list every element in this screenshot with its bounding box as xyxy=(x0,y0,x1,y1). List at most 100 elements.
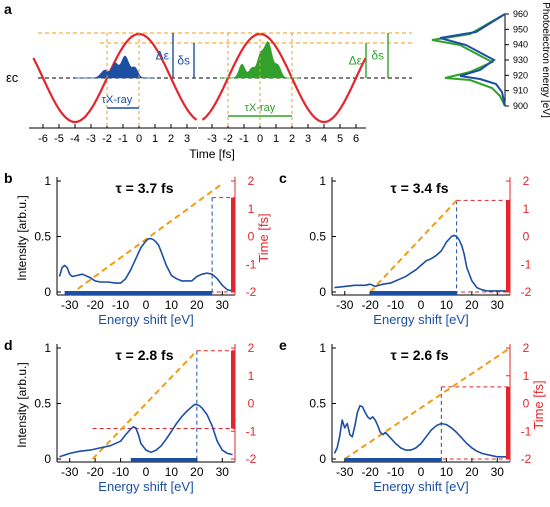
spectrum-line xyxy=(59,403,233,458)
time-right-tick-label: 2 xyxy=(289,133,295,145)
time-range-bar xyxy=(231,197,235,292)
energy-range-bar xyxy=(344,458,442,462)
time-left-tick-label: -5 xyxy=(54,133,64,145)
x-tick-label: 10 xyxy=(440,298,454,312)
y-tick-label: 0.5 xyxy=(34,397,51,411)
spec-tick-label: 960 xyxy=(513,9,528,19)
spec-tick-label: 910 xyxy=(513,86,528,96)
y2-tick-label: 1 xyxy=(248,202,255,216)
y2-tick-label: -1 xyxy=(246,424,257,438)
y-tick-label: 0 xyxy=(319,452,326,466)
y2-tick-label: 2 xyxy=(523,341,530,355)
x-tick-label: 30 xyxy=(491,465,505,479)
time-right-tick-label: 4 xyxy=(321,133,327,145)
tau-annotation: τ = 3.7 fs xyxy=(115,180,173,196)
time-left-tick-label: 0 xyxy=(136,133,142,145)
x-tick-label: 20 xyxy=(465,298,479,312)
tau-label-green: τX-ray xyxy=(245,102,276,114)
time-left-tick-label: -2 xyxy=(102,133,112,145)
x-tick-label: -20 xyxy=(86,298,104,312)
x-tick-label: 30 xyxy=(216,465,230,479)
spec-tick-label: 930 xyxy=(513,55,528,65)
y2-axis-label: Time [fs] xyxy=(531,380,546,429)
x-tick-label: -30 xyxy=(61,465,79,479)
y-axis-label: Intensity [arb.u.] xyxy=(15,195,29,280)
y-tick-label: 1 xyxy=(44,341,51,355)
delta-eps-green-label: Δε xyxy=(349,54,363,68)
energy-range-bar xyxy=(130,458,197,462)
y-tick-label: 0.5 xyxy=(309,230,326,244)
energy-range-bar xyxy=(64,291,213,295)
time-right-tick-label: -3 xyxy=(207,133,217,145)
spec-tick-label: 950 xyxy=(513,24,528,34)
x-tick-label: 10 xyxy=(440,465,454,479)
time-right-tick-label: 3 xyxy=(305,133,311,145)
y2-tick-label: -1 xyxy=(246,257,257,271)
blue-pulse xyxy=(75,55,155,79)
spec-tick-label: 900 xyxy=(513,101,528,111)
y2-axis-label: Time [fs] xyxy=(256,213,271,262)
spec-tick-label: 940 xyxy=(513,40,528,50)
time-right-tick-label: 6 xyxy=(353,133,359,145)
time-left-tick-label: 1 xyxy=(152,133,158,145)
time-right-tick-label: 0 xyxy=(257,133,263,145)
x-axis-label: Energy shift [eV] xyxy=(98,312,193,327)
x-tick-label: -20 xyxy=(361,465,379,479)
y2-tick-label: -2 xyxy=(246,452,257,466)
x-tick-label: -20 xyxy=(86,465,104,479)
x-tick-label: 20 xyxy=(465,465,479,479)
y2-tick-label: -2 xyxy=(246,285,257,299)
x-tick-label: 20 xyxy=(190,298,204,312)
time-right-tick-label: -2 xyxy=(223,133,233,145)
x-axis-label: Energy shift [eV] xyxy=(373,312,468,327)
y2-tick-label: 2 xyxy=(248,174,255,188)
x-tick-label: -10 xyxy=(387,298,405,312)
x-tick-label: -20 xyxy=(361,298,379,312)
delta-s-green-label: δs xyxy=(371,49,384,63)
time-range-bar xyxy=(231,350,235,429)
y2-tick-label: 1 xyxy=(523,369,530,383)
y-tick-label: 1 xyxy=(319,341,326,355)
y2-tick-label: 0 xyxy=(248,230,255,244)
x-tick-label: 10 xyxy=(165,465,179,479)
y2-tick-label: -2 xyxy=(521,285,532,299)
spectrum-line xyxy=(333,404,508,458)
x-tick-label: -10 xyxy=(112,465,130,479)
spec-tick-label: 920 xyxy=(513,70,528,80)
time-left-tick-label: -6 xyxy=(38,133,48,145)
x-tick-label: 20 xyxy=(190,465,204,479)
x-tick-label: 0 xyxy=(418,298,425,312)
y-tick-label: 0.5 xyxy=(309,397,326,411)
y2-tick-label: -1 xyxy=(521,257,532,271)
x-tick-label: 0 xyxy=(418,465,425,479)
panel-label: d xyxy=(4,337,13,353)
delta-s-blue-label: δs xyxy=(177,54,190,68)
y-tick-label: 0 xyxy=(44,285,51,299)
y2-tick-label: 2 xyxy=(248,341,255,355)
time-axis-label: Time [fs] xyxy=(189,147,235,161)
field-left xyxy=(32,32,198,124)
time-left-tick-label: -4 xyxy=(70,133,80,145)
tau-annotation: τ = 3.4 fs xyxy=(390,180,448,196)
time-right-tick-label: 1 xyxy=(273,133,279,145)
spec-blue xyxy=(439,13,506,107)
y2-tick-label: -1 xyxy=(521,424,532,438)
y-tick-label: 0 xyxy=(44,452,51,466)
panel-label: b xyxy=(4,170,13,186)
y-tick-label: 1 xyxy=(319,174,326,188)
x-tick-label: 30 xyxy=(491,298,505,312)
x-tick-label: -30 xyxy=(61,298,79,312)
tau-annotation: τ = 2.8 fs xyxy=(115,347,173,363)
chirp-line xyxy=(69,182,223,296)
y2-tick-label: 0 xyxy=(523,397,530,411)
time-right-tick-label: -1 xyxy=(239,133,249,145)
y-tick-label: 0.5 xyxy=(34,230,51,244)
field-right xyxy=(201,32,367,124)
chirp-line xyxy=(369,199,458,293)
